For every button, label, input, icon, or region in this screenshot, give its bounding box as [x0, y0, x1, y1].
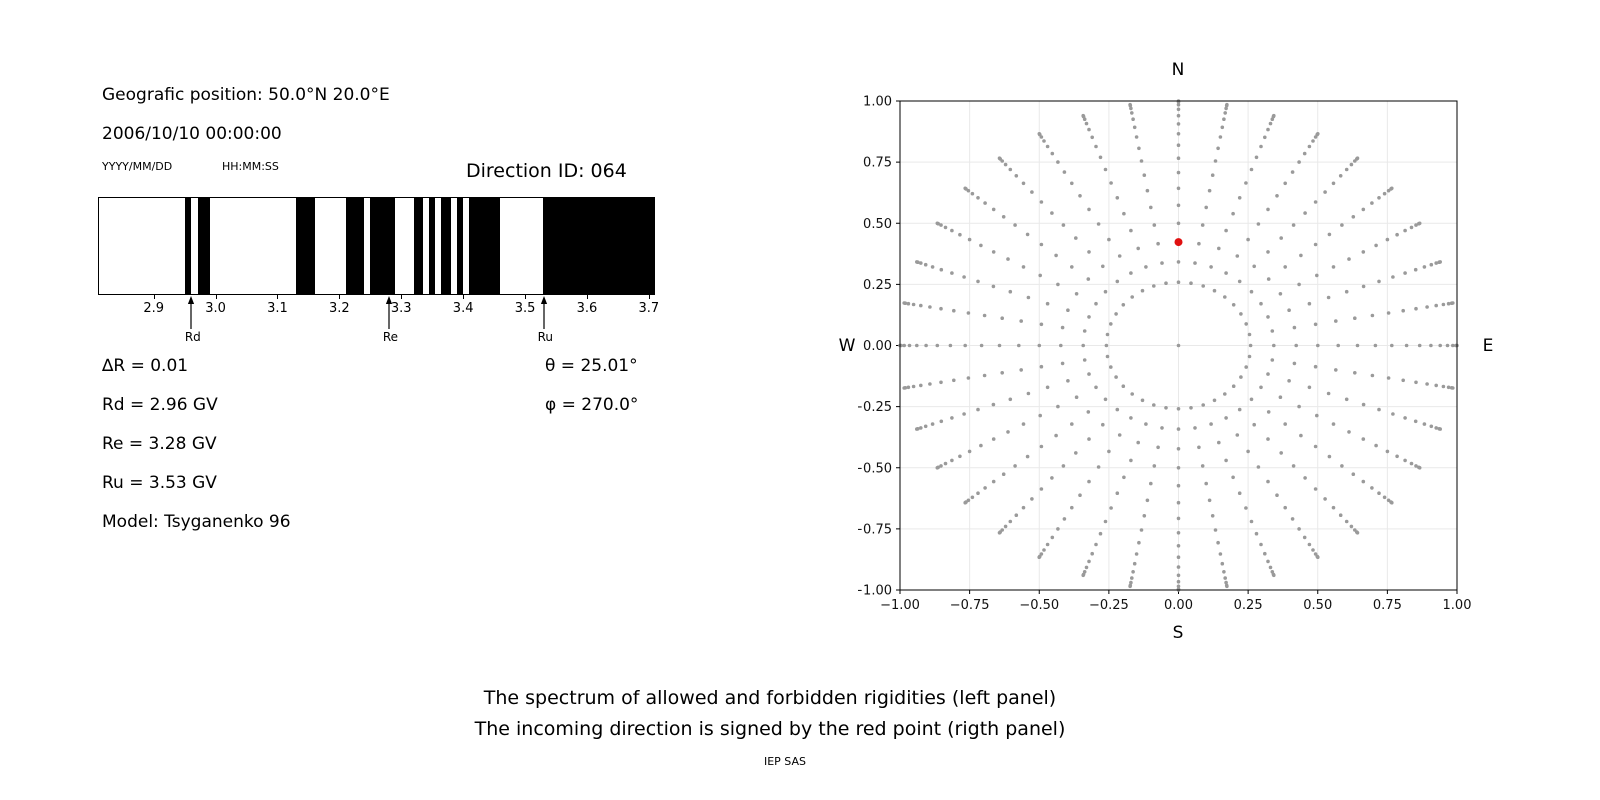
time-format-label: HH:MM:SS: [222, 160, 279, 173]
phi-value: φ = 270.0°: [545, 395, 639, 415]
x-tick-label: 3.0: [205, 301, 226, 316]
svg-text:1.00: 1.00: [1443, 598, 1472, 613]
compass-east-label: E: [1482, 336, 1494, 356]
svg-text:1.00: 1.00: [863, 95, 892, 110]
credit-label: IEP SAS: [763, 755, 807, 768]
cutoff-marker-label: Rd: [184, 330, 201, 344]
svg-text:0.25: 0.25: [1234, 598, 1263, 613]
red-point: [1174, 238, 1183, 247]
svg-text:0.50: 0.50: [1303, 598, 1332, 613]
allowed-rigidity-band: [296, 198, 315, 294]
x-tick-mark: [277, 295, 279, 299]
compass-south-label: S: [1172, 623, 1184, 643]
allowed-rigidity-band: [428, 198, 436, 294]
date-format-label: YYYY/MM/DD: [102, 160, 173, 173]
allowed-rigidity-band: [543, 198, 654, 294]
theta-value: θ = 25.01°: [545, 356, 638, 376]
x-tick-mark: [648, 295, 650, 299]
axis-tick-marks: [896, 100, 1458, 594]
svg-text:0.75: 0.75: [1373, 598, 1402, 613]
x-tick-label: 3.6: [576, 301, 598, 316]
allowed-rigidity-band: [370, 198, 395, 294]
cutoff-marker-label: Ru: [537, 330, 553, 344]
allowed-rigidity-band: [469, 198, 500, 294]
ru-value: Ru = 3.53 GV: [102, 473, 217, 493]
x-tick-mark: [586, 295, 588, 299]
svg-text:−0.50: −0.50: [1019, 598, 1059, 613]
axes-border: [899, 100, 1458, 591]
x-tick-label: 3.5: [514, 301, 536, 316]
geographic-position-label: Geografic position: 50.0°N 20.0°E: [102, 85, 390, 105]
up-arrow-icon: [385, 296, 392, 329]
x-tick-label: 3.1: [267, 301, 288, 316]
svg-text:0.75: 0.75: [863, 156, 892, 171]
cutoff-marker-ru: Ru: [537, 296, 553, 344]
re-value: Re = 3.28 GV: [102, 434, 217, 454]
direction-map-plot: −1.00−1.00 −0.75 −0.75 −0.50 −0.50 −0.25 −0.25…: [858, 95, 1471, 614]
svg-text:0.25: 0.25: [863, 278, 892, 293]
allowed-rigidity-band: [185, 198, 192, 294]
x-tick-label: 3.7: [638, 301, 660, 316]
svg-text:−1.00: −1.00: [858, 584, 892, 599]
rigidity-spectrum-axis: 2.9 3.0 3.1 3.2 3.3 3.4 3.5 3.6 3.7 Rd Re Ru: [98, 295, 659, 365]
rd-value: Rd = 2.96 GV: [102, 395, 218, 415]
svg-text:−0.75: −0.75: [858, 522, 892, 537]
allowed-rigidity-band: [197, 198, 210, 294]
svg-text:0.00: 0.00: [1164, 598, 1193, 613]
x-tick-label: 2.9: [143, 301, 165, 316]
axis-tick-labels: −1.00−1.00 −0.75 −0.75 −0.50 −0.50 −0.25 −0.25…: [858, 95, 1471, 614]
allowed-rigidity-band: [456, 198, 463, 294]
svg-text:−0.25: −0.25: [858, 400, 892, 415]
cutoff-marker-rd: Rd: [184, 296, 201, 344]
up-arrow-icon: [540, 296, 547, 329]
svg-text:−0.25: −0.25: [1089, 598, 1129, 613]
compass-west-label: W: [838, 336, 856, 356]
cutoff-marker-re: Re: [382, 296, 399, 344]
x-tick-label: 3.4: [452, 301, 474, 316]
caption-line-1: The spectrum of allowed and forbidden ri…: [483, 687, 1057, 709]
x-tick-mark: [401, 295, 403, 299]
delta-r-value: ∆R = 0.01: [102, 356, 189, 376]
x-tick-mark: [463, 295, 465, 299]
datetime-label: 2006/10/10 00:00:00: [102, 124, 282, 144]
allowed-rigidity-band: [413, 198, 423, 294]
x-tick-label: 3.3: [390, 301, 412, 316]
x-tick-mark: [339, 295, 341, 299]
model-label: Model: Tsyganenko 96: [102, 512, 291, 532]
allowed-rigidity-band: [441, 198, 451, 294]
x-tick-mark: [215, 295, 217, 299]
rigidity-spectrum-plot: [98, 197, 655, 295]
x-tick-mark: [525, 295, 527, 299]
svg-text:0.50: 0.50: [863, 217, 892, 232]
allowed-rigidity-band: [345, 198, 365, 294]
svg-text:0.00: 0.00: [863, 339, 892, 354]
direction-dot-grid: [898, 99, 1459, 592]
compass-north-label: N: [1171, 60, 1185, 80]
caption-line-2: The incoming direction is signed by the …: [474, 718, 1066, 740]
svg-text:−0.75: −0.75: [950, 598, 990, 613]
x-tick-mark: [153, 295, 155, 299]
x-tick-label: 3.2: [329, 301, 350, 316]
cutoff-marker-label: Re: [382, 330, 399, 344]
svg-text:−1.00: −1.00: [880, 598, 920, 613]
up-arrow-icon: [187, 296, 194, 329]
direction-id-label: Direction ID: 064: [466, 160, 627, 182]
svg-text:−0.50: −0.50: [858, 461, 892, 476]
